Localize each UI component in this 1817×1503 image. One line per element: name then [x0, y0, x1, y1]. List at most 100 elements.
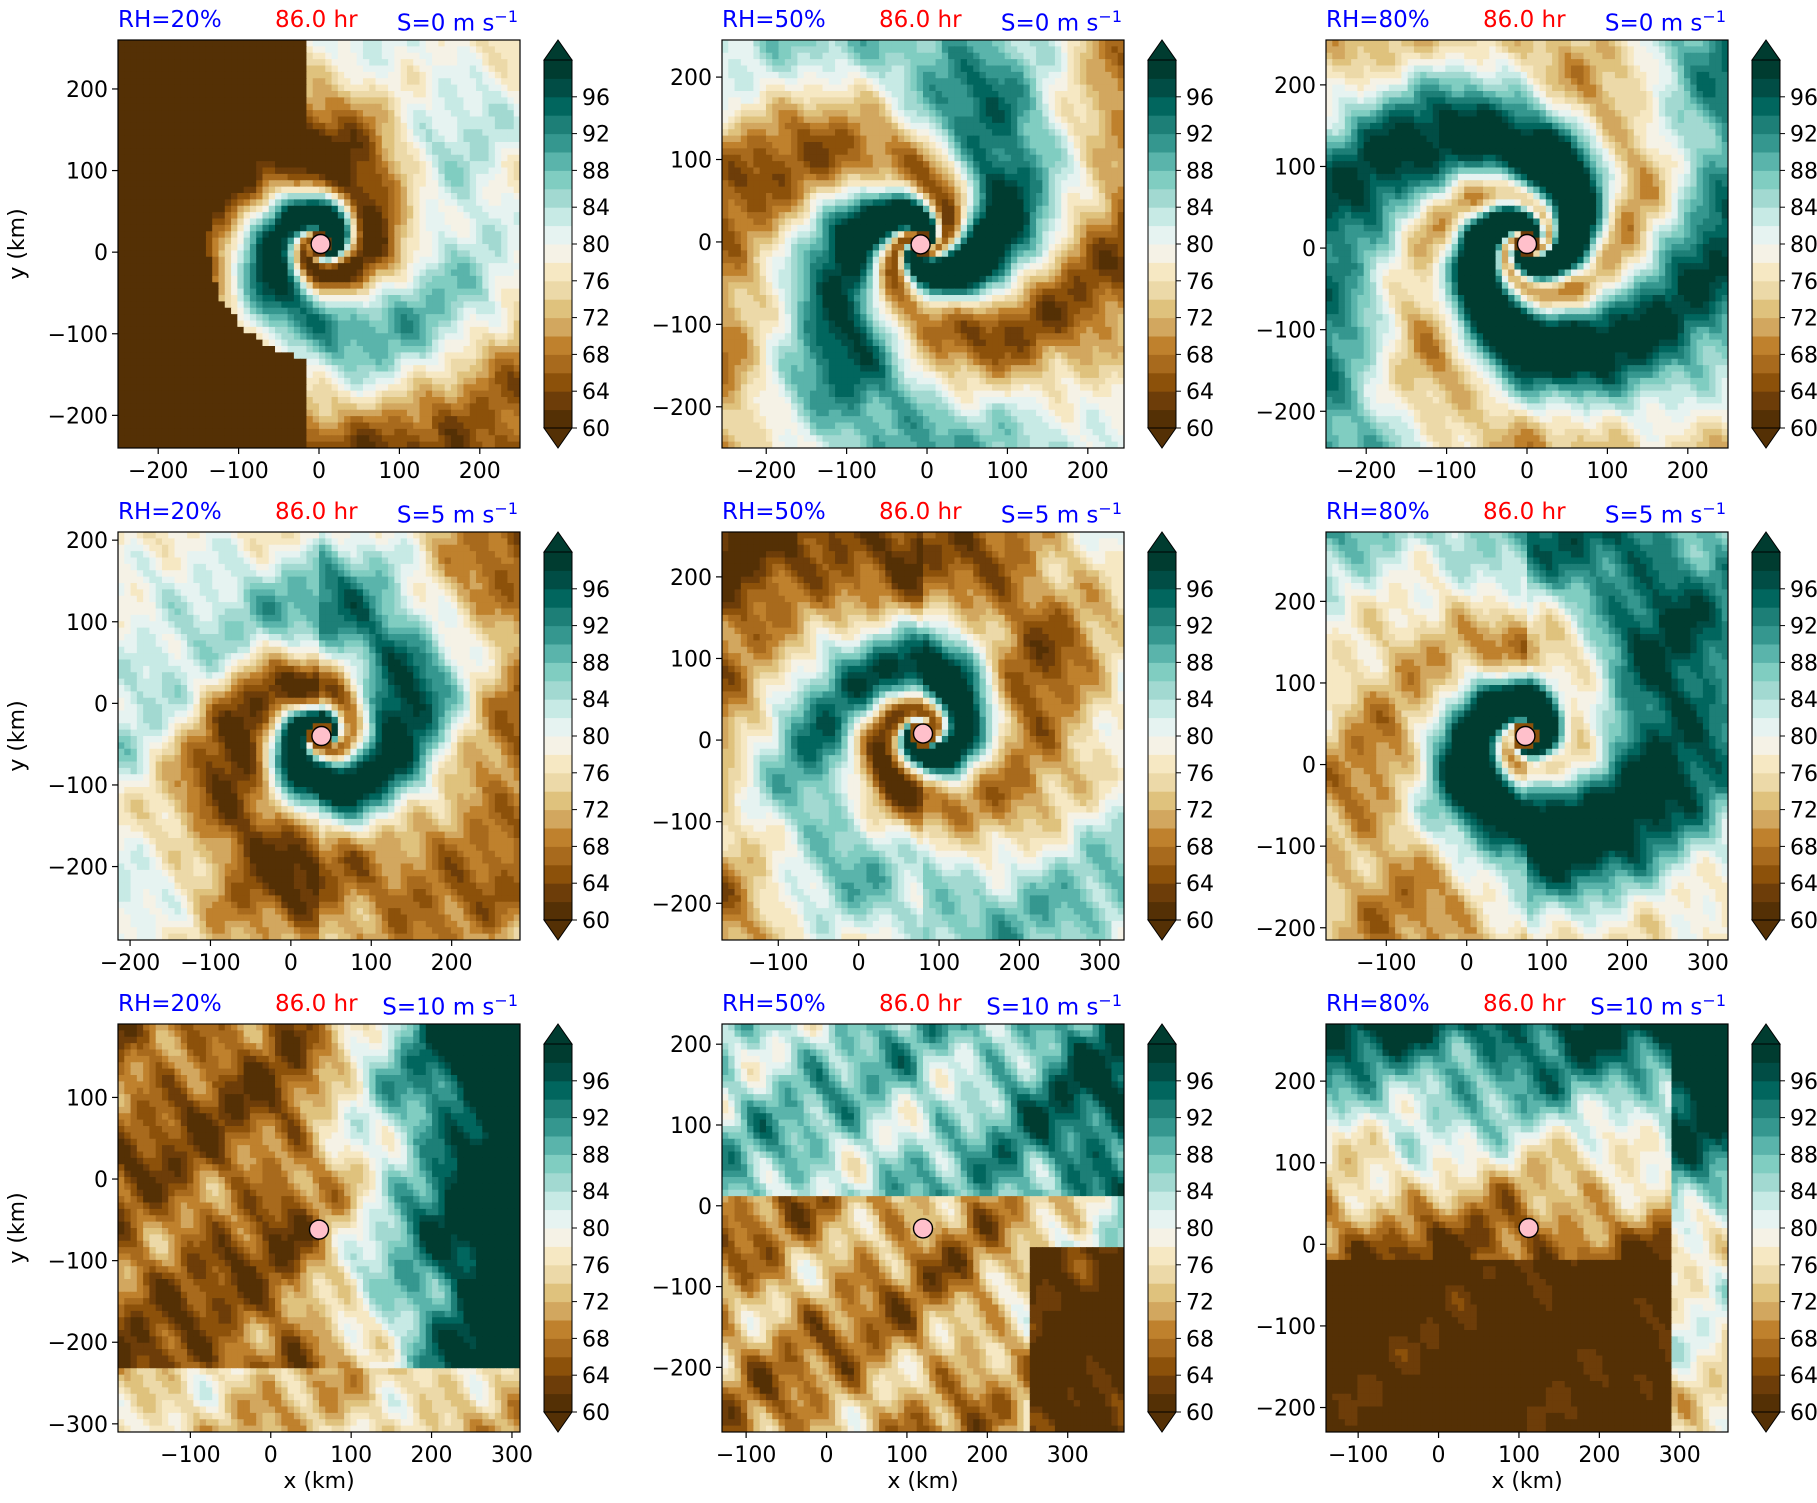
heatmap-cell [407, 219, 414, 226]
heatmap-cell [250, 301, 257, 308]
heatmap-cell [363, 301, 370, 308]
heatmap-cell [162, 85, 169, 92]
heatmap-cell [212, 219, 219, 226]
heatmap-cell [187, 187, 194, 194]
heatmap-cell [294, 321, 301, 328]
heatmap-cell [181, 403, 188, 410]
heatmap-cell [986, 91, 993, 98]
heatmap-cell [350, 91, 357, 98]
y-axis-label: y (km) [5, 208, 30, 279]
heatmap-cell [451, 378, 458, 385]
heatmap-cell [237, 301, 244, 308]
heatmap-cell [980, 97, 987, 104]
heatmap-cell [137, 295, 144, 302]
heatmap-cell [898, 72, 905, 79]
heatmap-cell [168, 321, 175, 328]
heatmap-cell [470, 301, 477, 308]
heatmap-cell [463, 301, 470, 308]
heatmap-cell [476, 174, 483, 181]
heatmap-cell [306, 174, 313, 181]
heatmap-cell [369, 199, 376, 206]
heatmap-cell [407, 327, 414, 334]
heatmap-cell [388, 378, 395, 385]
heatmap-cell [1024, 85, 1031, 92]
heatmap-cell [779, 91, 786, 98]
heatmap-cell [482, 78, 489, 85]
heatmap-cell [200, 142, 207, 149]
heatmap-cell [262, 193, 269, 200]
heatmap-cell [457, 359, 464, 366]
heatmap-cell [118, 212, 125, 219]
heatmap-cell [363, 333, 370, 340]
heatmap-cell [262, 423, 269, 430]
heatmap-cell [426, 384, 433, 391]
heatmap-cell [388, 136, 395, 143]
heatmap-cell [175, 340, 182, 347]
heatmap-cell [181, 123, 188, 130]
heatmap-cell [288, 117, 295, 124]
heatmap-cell [848, 78, 855, 85]
heatmap-cell [507, 378, 514, 385]
heatmap-cell [426, 365, 433, 372]
heatmap-cell [438, 340, 445, 347]
heatmap-cell [187, 333, 194, 340]
heatmap-cell [156, 72, 163, 79]
heatmap-cell [1017, 72, 1024, 79]
heatmap-cell [357, 148, 364, 155]
heatmap-cell [482, 403, 489, 410]
heatmap-cell [980, 85, 987, 92]
heatmap-cell [451, 257, 458, 264]
heatmap-cell [766, 78, 773, 85]
heatmap-cell [457, 403, 464, 410]
heatmap-cell [256, 423, 263, 430]
colorbar-tick-label: 92 [582, 123, 610, 148]
heatmap-cell [162, 359, 169, 366]
heatmap-cell [206, 66, 213, 73]
heatmap-cell [1011, 72, 1018, 79]
heatmap-cell [338, 199, 345, 206]
heatmap-cell [1049, 110, 1056, 117]
heatmap-cell [445, 46, 452, 53]
heatmap-cell [143, 40, 150, 47]
heatmap-cell [420, 378, 427, 385]
heatmap-cell [463, 91, 470, 98]
heatmap-cell [131, 104, 138, 111]
heatmap-cell [438, 168, 445, 175]
heatmap-cell [854, 78, 861, 85]
heatmap-cell [401, 91, 408, 98]
heatmap-cell [388, 168, 395, 175]
heatmap-cell [1080, 91, 1087, 98]
heatmap-cell [294, 136, 301, 143]
heatmap-cell [225, 333, 232, 340]
heatmap-cell [816, 46, 823, 53]
heatmap-cell [1105, 104, 1112, 111]
heatmap-cell [394, 250, 401, 257]
heatmap-cell [212, 148, 219, 155]
heatmap-cell [231, 403, 238, 410]
heatmap-cell [149, 257, 156, 264]
heatmap-cell [892, 117, 899, 124]
heatmap-cell [313, 289, 320, 296]
heatmap-cell [363, 314, 370, 321]
heatmap-cell [313, 365, 320, 372]
heatmap-cell [438, 403, 445, 410]
heatmap-cell [269, 187, 276, 194]
heatmap-cell [369, 72, 376, 79]
heatmap-cell [413, 78, 420, 85]
heatmap-cell [162, 270, 169, 277]
heatmap-cell [206, 117, 213, 124]
heatmap-cell [445, 250, 452, 257]
heatmap-cell [426, 46, 433, 53]
heatmap-cell [313, 66, 320, 73]
heatmap-cell [1105, 85, 1112, 92]
heatmap-cell [250, 257, 257, 264]
heatmap-cell [262, 397, 269, 404]
heatmap-cell [212, 314, 219, 321]
heatmap-cell [143, 410, 150, 417]
heatmap-cell [175, 110, 182, 117]
heatmap-cell [206, 85, 213, 92]
heatmap-cell [288, 174, 295, 181]
heatmap-cell [149, 161, 156, 168]
heatmap-cell [986, 104, 993, 111]
heatmap-cell [143, 72, 150, 79]
